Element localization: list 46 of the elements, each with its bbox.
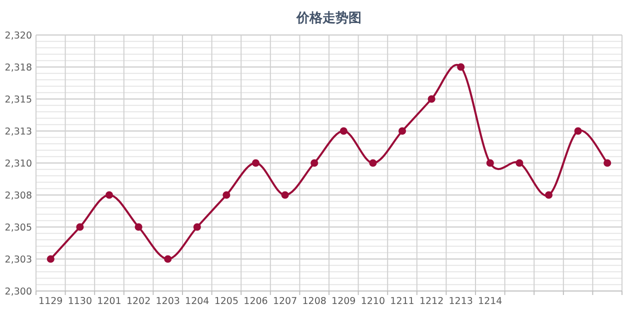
x-tick-label: 1211	[390, 296, 414, 307]
point	[281, 191, 289, 199]
y-tick-label: 2,318	[4, 62, 32, 74]
point	[544, 191, 553, 199]
x-tick-label: 1202	[126, 296, 151, 307]
point	[428, 95, 436, 103]
point	[164, 255, 172, 263]
point	[457, 63, 465, 71]
x-tick-label: 1208	[302, 296, 326, 307]
x-tick-label: 1206	[244, 296, 268, 307]
point	[486, 159, 494, 167]
y-tick-label: 2,300	[4, 286, 32, 298]
x-tick-label: 1210	[360, 296, 386, 307]
point	[574, 127, 582, 135]
point	[398, 127, 406, 135]
point	[46, 255, 54, 263]
point	[193, 223, 201, 231]
x-tick-label: 1214	[478, 296, 502, 307]
x-tick-label: 1213	[448, 296, 473, 307]
x-tick-label: 1203	[156, 296, 180, 307]
x-tick-label: 1212	[419, 296, 444, 307]
y-tick-label: 2,313	[4, 126, 32, 138]
y-tick-label: 2,303	[4, 254, 32, 266]
point	[604, 159, 612, 167]
x-tick-label: 1204	[185, 296, 210, 307]
x-tick-label: 1207	[272, 296, 298, 307]
point	[516, 159, 524, 167]
x-tick-label: 1130	[68, 296, 92, 307]
x-tick-label: 1209	[332, 296, 356, 307]
point	[340, 127, 348, 135]
y-tick-label: 2,315	[4, 94, 32, 106]
y-tick-label: 2,320	[4, 30, 32, 42]
chart-title: 价格走势图	[296, 10, 362, 26]
point	[369, 159, 377, 167]
x-tick-label: 1205	[214, 296, 239, 307]
point	[222, 191, 230, 199]
point	[76, 223, 84, 231]
point	[105, 191, 114, 199]
y-tick-label: 2,308	[4, 190, 32, 202]
x-tick-label: 1129	[38, 296, 63, 307]
point	[310, 159, 318, 167]
point	[134, 223, 142, 231]
y-tick-label: 2,305	[4, 222, 32, 234]
x-tick-label: 1201	[97, 296, 122, 307]
point	[252, 159, 260, 167]
y-tick-label: 2,310	[4, 158, 32, 170]
